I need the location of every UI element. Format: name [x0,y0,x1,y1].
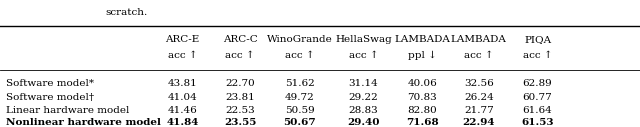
Text: Linear hardware model: Linear hardware model [6,106,130,115]
Text: 29.22: 29.22 [349,93,378,102]
Text: 23.55: 23.55 [224,118,256,127]
Text: 43.81: 43.81 [168,79,197,88]
Text: 21.77: 21.77 [464,106,493,115]
Text: LAMBADA: LAMBADA [451,35,507,44]
Text: 61.53: 61.53 [522,118,554,127]
Text: 28.83: 28.83 [349,106,378,115]
Text: 82.80: 82.80 [408,106,437,115]
Text: Nonlinear hardware model: Nonlinear hardware model [6,118,161,127]
Text: Software model*: Software model* [6,79,95,88]
Text: 22.70: 22.70 [225,79,255,88]
Text: ppl ↓: ppl ↓ [408,51,437,60]
Text: 41.84: 41.84 [166,118,198,127]
Text: acc ↑: acc ↑ [464,51,493,60]
Text: ARC-C: ARC-C [223,35,257,44]
Text: 71.68: 71.68 [406,118,438,127]
Text: 23.81: 23.81 [225,93,255,102]
Text: 40.06: 40.06 [408,79,437,88]
Text: ARC-E: ARC-E [165,35,200,44]
Text: 50.67: 50.67 [284,118,316,127]
Text: HellaSwag: HellaSwag [335,35,392,44]
Text: 49.72: 49.72 [285,93,314,102]
Text: 32.56: 32.56 [464,79,493,88]
Text: scratch.: scratch. [106,8,148,17]
Text: 50.59: 50.59 [285,106,314,115]
Text: PIQA: PIQA [524,35,551,44]
Text: 29.40: 29.40 [348,118,380,127]
Text: LAMBADA: LAMBADA [394,35,451,44]
Text: 61.64: 61.64 [523,106,552,115]
Text: acc ↑: acc ↑ [225,51,255,60]
Text: 70.83: 70.83 [408,93,437,102]
Text: WinoGrande: WinoGrande [267,35,332,44]
Text: acc ↑: acc ↑ [523,51,552,60]
Text: acc ↑: acc ↑ [285,51,314,60]
Text: 51.62: 51.62 [285,79,314,88]
Text: Software model†: Software model† [6,93,95,102]
Text: 60.77: 60.77 [523,93,552,102]
Text: 26.24: 26.24 [464,93,493,102]
Text: 62.89: 62.89 [523,79,552,88]
Text: 22.53: 22.53 [225,106,255,115]
Text: 41.46: 41.46 [168,106,197,115]
Text: 22.94: 22.94 [463,118,495,127]
Text: 31.14: 31.14 [349,79,378,88]
Text: acc ↑: acc ↑ [168,51,197,60]
Text: acc ↑: acc ↑ [349,51,378,60]
Text: 41.04: 41.04 [168,93,197,102]
